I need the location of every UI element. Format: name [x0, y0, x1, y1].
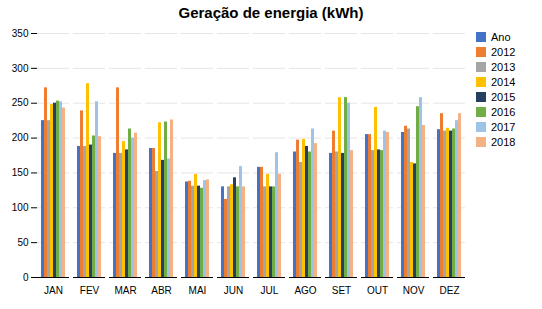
svg-text:AGO: AGO	[294, 285, 316, 296]
svg-text:NOV: NOV	[403, 285, 425, 296]
svg-text:JUL: JUL	[261, 285, 279, 296]
svg-text:350: 350	[12, 28, 29, 39]
svg-text:JUN: JUN	[224, 285, 243, 296]
html-text:2014: 2014	[491, 76, 516, 88]
svg-text:100: 100	[12, 202, 29, 213]
svg-text:300: 300	[12, 63, 29, 74]
svg-text:200: 200	[12, 132, 29, 143]
html-text:Geração de energia (kWh): Geração de energia (kWh)	[178, 4, 364, 21]
html-text:2015: 2015	[491, 91, 516, 103]
svg-text:MAR: MAR	[114, 285, 136, 296]
html-text:2017: 2017	[491, 121, 516, 133]
html-text:Ano: Ano	[491, 31, 511, 43]
svg-text:MAI: MAI	[189, 285, 207, 296]
html-text:2013: 2013	[491, 61, 516, 73]
svg-text:250: 250	[12, 97, 29, 108]
html-text:2018: 2018	[491, 136, 516, 148]
svg-text:OUT: OUT	[367, 285, 388, 296]
html-text:2016: 2016	[491, 106, 516, 118]
svg-text:150: 150	[12, 167, 29, 178]
svg-text:ABR: ABR	[151, 285, 172, 296]
svg-text:DEZ: DEZ	[440, 285, 460, 296]
html-text:2012: 2012	[491, 46, 516, 58]
svg-text:FEV: FEV	[80, 285, 100, 296]
svg-text:50: 50	[17, 237, 29, 248]
svg-text:0: 0	[23, 272, 29, 283]
svg-text:SET: SET	[332, 285, 351, 296]
svg-text:JAN: JAN	[44, 285, 63, 296]
